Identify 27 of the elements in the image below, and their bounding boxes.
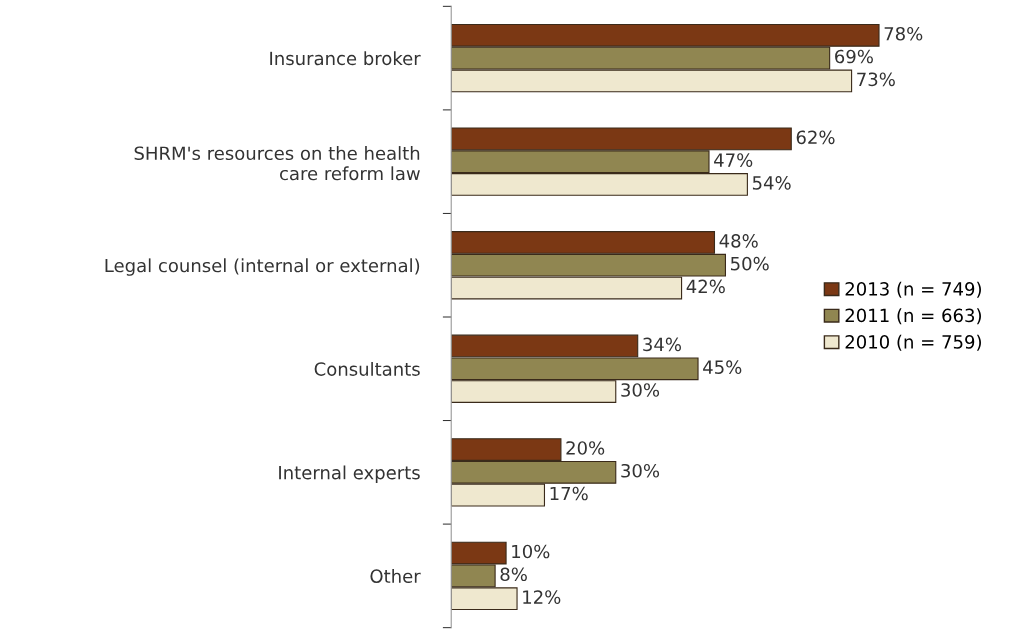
data-label: 78% — [884, 26, 923, 41]
legend-label: 2011 (n = 663) — [845, 308, 981, 325]
data-label: 50% — [731, 256, 769, 271]
data-label: 42% — [686, 279, 725, 294]
data-label: 48% — [719, 234, 758, 248]
data-label: 54% — [752, 176, 791, 190]
data-label: 17% — [550, 486, 588, 501]
y-tick-label: Internal experts — [279, 465, 420, 483]
data-label: 30% — [621, 463, 660, 478]
legend-label: 2013 (n = 749) — [845, 281, 981, 298]
data-label: 47% — [714, 153, 753, 167]
data-label: 20% — [566, 441, 605, 455]
data-label: 30% — [621, 383, 660, 397]
y-tick-label: SHRM's resources on the health care reform law — [134, 146, 420, 181]
data-label: 73% — [857, 72, 895, 87]
y-tick-label: Insurance broker — [270, 51, 421, 66]
data-label: 8% — [500, 567, 527, 582]
data-label: 45% — [703, 360, 742, 375]
data-label: 12% — [523, 590, 561, 604]
data-label: 34% — [643, 337, 681, 352]
data-label: 62% — [796, 130, 835, 145]
data-label: 69% — [835, 49, 873, 64]
legend-label: 2010 (n = 759) — [845, 334, 981, 351]
y-tick-label: Legal counsel (internal or external) — [105, 258, 420, 276]
data-label: 10% — [512, 544, 550, 559]
y-tick-label: Consultants — [314, 361, 420, 376]
y-tick-label: Other — [370, 569, 421, 583]
